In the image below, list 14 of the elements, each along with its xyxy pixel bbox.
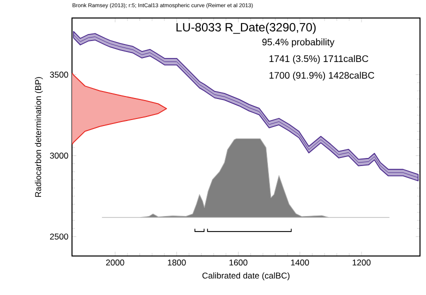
chart-title: LU-8033 R_Date(3290,70) [176,22,316,34]
x-tick-label: 1400 [291,260,309,266]
y-axis-title: Radiocarbon determination (BP) [34,77,43,197]
x-tick-label: 1200 [352,260,371,266]
x-tick-label: 2000 [106,260,124,266]
y-tick-label: 2500 [50,234,68,240]
annotation: 1741 (3.5%) 1711calBC [270,55,368,64]
annotation: 1700 (91.9%) 1428calBC [270,72,374,81]
x-axis-title: Calibrated date (calBC) [202,272,290,280]
x-tick-label: 1800 [168,260,186,266]
x-tick-label: 1600 [230,260,248,266]
annotation: 95.4% probability [262,38,334,48]
y-tick-label: 3500 [50,72,68,78]
y-tick-label: 3000 [50,152,68,159]
